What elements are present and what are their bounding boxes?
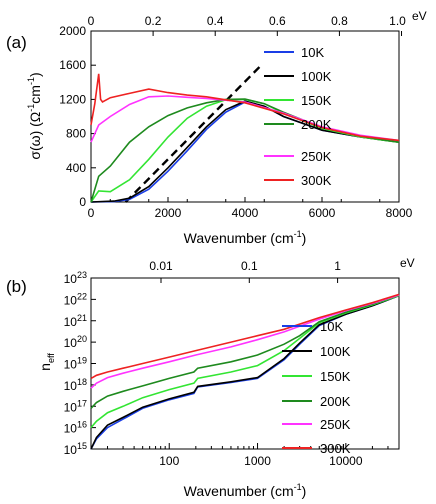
y-tick-label-b: 1022 [64, 291, 87, 307]
top-tick-label-b: 0.1 [241, 259, 258, 273]
panel-label-a: (a) [6, 33, 27, 52]
legend-label-b: 10K [320, 319, 343, 334]
x-tick-label-a: 0 [88, 206, 95, 220]
series-line-10k [90, 101, 400, 203]
legend-label-a: 200K [301, 117, 332, 132]
x-tick-label-a: 6000 [309, 206, 336, 220]
legend-label-a: 250K [301, 149, 332, 164]
y-tick-label-b: 1016 [64, 420, 87, 436]
legend-label-b: 100K [320, 344, 351, 359]
legend-label-a: 10K [301, 45, 324, 60]
top-tick-label-b: 0.01 [149, 259, 173, 273]
y-axis-label-b: neff [37, 353, 56, 371]
legend-label-a: 300K [301, 173, 332, 188]
y-tick-label-b: 1023 [64, 270, 87, 286]
legend-label-b: 150K [320, 369, 351, 384]
plot-frame-b [90, 277, 400, 450]
legend-label-b: 300K [320, 441, 351, 456]
conductivity-panel: (a) σ(ω) (Ω-1cm-1) Wavenumber (cm-1) eV … [6, 9, 427, 246]
y-tick-label-b: 1018 [64, 377, 87, 393]
y-tick-label-b: 1021 [64, 313, 87, 329]
top-tick-label-a: 0.8 [331, 14, 348, 28]
top-tick-label-a: 0.4 [207, 14, 224, 28]
top-tick-label-a: 0.2 [145, 14, 162, 28]
x-tick-label-a: 4000 [232, 206, 259, 220]
series-line-200k [90, 294, 400, 409]
carrier-number-panel: (b) neff Wavenumber (cm-1) eV 100 1000 100… [6, 256, 415, 499]
x-tick-label-b: 10000 [329, 454, 363, 468]
y-tick-label-b: 1017 [64, 398, 87, 414]
y-tick-label-b: 1015 [64, 441, 87, 457]
y-axis-label-a: σ(ω) (Ω-1cm-1) [26, 72, 43, 159]
y-tick-label-b: 1019 [64, 356, 87, 372]
y-tick-label-b: 1020 [64, 334, 87, 350]
x-tick-label-a: 2000 [155, 206, 182, 220]
top-axis-unit-b: eV [400, 256, 415, 270]
x-tick-label-b: 100 [159, 454, 179, 468]
x-tick-label-a: 8000 [386, 206, 413, 220]
legend-label-b: 200K [320, 394, 351, 409]
y-tick-label-a: 0 [79, 195, 86, 209]
legend-label-a: 100K [301, 69, 332, 84]
y-tick-label-a: 1200 [59, 92, 86, 106]
legend-label-b: 250K [320, 417, 351, 432]
top-tick-label-b: 1 [334, 259, 341, 273]
series-line-250k [90, 294, 400, 389]
linear-extrapolation-dashed-line [124, 65, 262, 203]
series-line-10k [90, 294, 400, 450]
series-line-100k [90, 294, 400, 450]
series-line-150k [90, 294, 400, 429]
legend-label-a: 150K [301, 93, 332, 108]
series-line-300k [90, 293, 400, 380]
series-line-200k [90, 98, 400, 203]
top-tick-label-a: 0.6 [269, 14, 286, 28]
x-axis-label-a: Wavenumber (cm-1) [184, 229, 307, 246]
x-tick-label-b: 1000 [244, 454, 271, 468]
top-tick-label-a: 1.0 [389, 14, 406, 28]
y-tick-label-a: 800 [66, 127, 86, 141]
top-tick-label-a: 0 [88, 14, 95, 28]
series-line-150k [90, 98, 400, 203]
panel-label-b: (b) [6, 277, 27, 296]
series-line-300k [90, 73, 400, 142]
y-tick-label-a: 400 [66, 161, 86, 175]
y-tick-label-a: 2000 [59, 24, 86, 38]
plot-frame-a [90, 30, 400, 203]
series-line-100k [90, 100, 400, 203]
top-axis-unit-a: eV [412, 9, 427, 23]
x-axis-label-b: Wavenumber (cm-1) [184, 482, 307, 499]
y-tick-label-a: 1600 [59, 58, 86, 72]
